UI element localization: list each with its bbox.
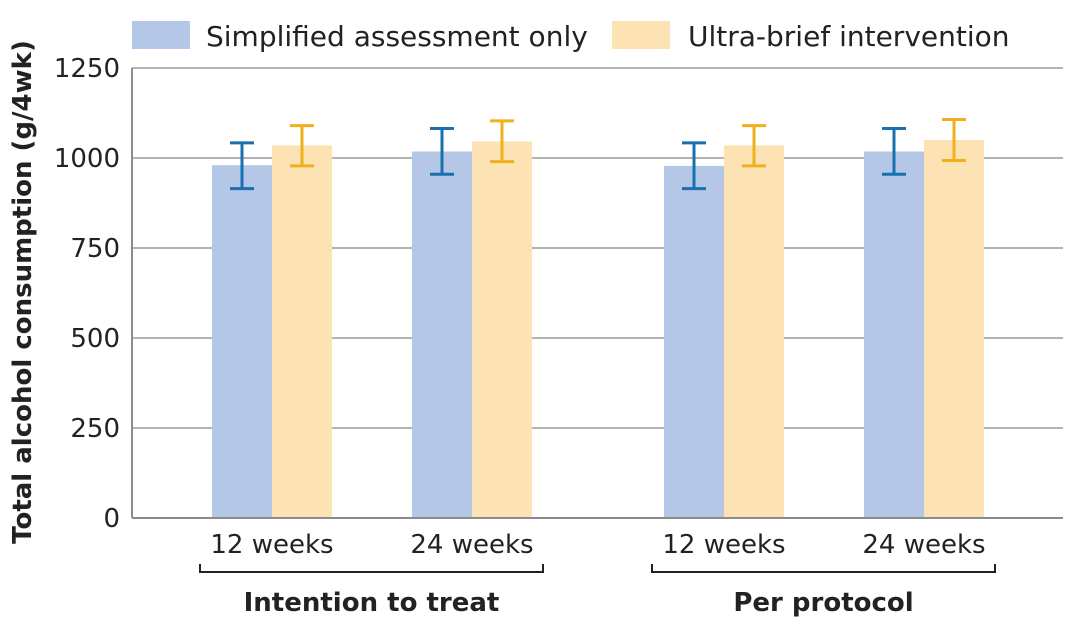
error-bar [490, 119, 514, 164]
bar-simplified [412, 151, 472, 518]
error-bar [882, 126, 906, 176]
bar-ultra-brief [924, 140, 984, 518]
y-tick-label: 750 [70, 234, 120, 264]
error-bar [430, 126, 454, 176]
y-tick-label: 1000 [54, 144, 120, 174]
legend: Simplified assessment only Ultra-brief i… [132, 20, 1010, 53]
bar-simplified [212, 165, 272, 518]
bar-simplified [664, 165, 724, 519]
x-tick-label: 12 weeks [662, 530, 785, 560]
y-tick-label: 250 [70, 414, 120, 444]
x-tick-label: 24 weeks [410, 530, 533, 560]
x-axis-labels: 12 weeks 24 weeks Intention to treat 12 wee… [199, 530, 996, 618]
y-tick-label: 0 [103, 504, 120, 534]
error-bar [742, 124, 766, 168]
group-label: Per protocol [733, 588, 913, 618]
legend-swatch-ultra-brief [612, 21, 670, 49]
bar-ultra-brief [472, 141, 532, 518]
legend-label-simplified: Simplified assessment only [206, 20, 588, 53]
legend-swatch-simplified [132, 21, 190, 49]
bar-ultra-brief [272, 145, 332, 518]
group-label: Intention to treat [244, 588, 500, 618]
axis: 0 250 500 750 1000 1250 [54, 54, 1063, 534]
y-tick-label: 1250 [54, 54, 120, 84]
group-bracket [651, 564, 996, 573]
error-bar [942, 117, 966, 163]
legend-label-ultra-brief: Ultra-brief intervention [688, 20, 1010, 53]
bar-simplified [864, 151, 924, 518]
error-bar [682, 141, 706, 191]
x-tick-label: 12 weeks [210, 530, 333, 560]
group-bracket [199, 564, 544, 573]
y-tick-label: 500 [70, 324, 120, 354]
error-bars [230, 117, 966, 191]
error-bar [230, 141, 254, 191]
x-tick-label: 24 weeks [862, 530, 985, 560]
bar-ultra-brief [724, 145, 784, 518]
y-axis-label: Total alcohol consumption (g/4wk) [8, 40, 38, 544]
bars [212, 140, 984, 519]
error-bar [290, 124, 314, 168]
